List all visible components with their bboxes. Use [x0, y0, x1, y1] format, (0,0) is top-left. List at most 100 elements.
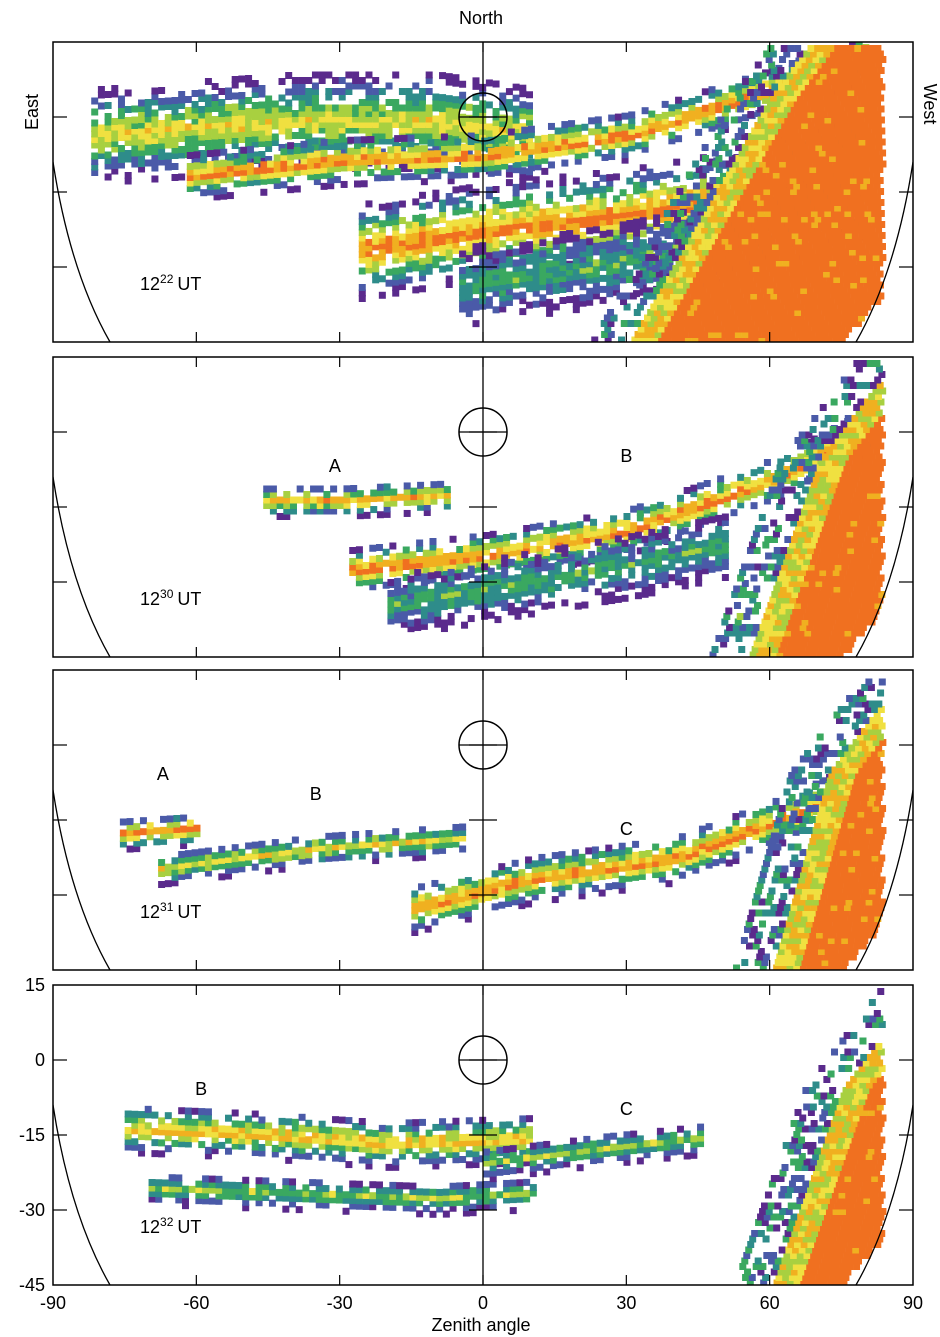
emission-cell: [606, 223, 614, 231]
emission-cell: [572, 240, 580, 248]
emission-cell: [285, 105, 293, 112]
emission-cell: [171, 97, 179, 104]
emission-cell: [750, 199, 758, 206]
emission-cell: [579, 220, 587, 228]
emission-cell: [601, 142, 609, 150]
emission-cell: [861, 133, 869, 140]
emission-cell: [676, 199, 684, 206]
emission-cell: [350, 490, 358, 498]
emission-cell: [432, 132, 440, 139]
emission-cell: [664, 336, 672, 342]
emission-cell: [405, 121, 413, 128]
emission-cell: [191, 128, 199, 136]
emission-cell: [804, 303, 812, 311]
emission-cell: [723, 292, 731, 300]
emission-cell: [827, 45, 835, 52]
emission-cell: [579, 182, 587, 190]
emission-cell: [810, 199, 818, 206]
emission-cell: [151, 87, 159, 95]
emission-cell: [751, 127, 759, 135]
emission-cell: [316, 485, 324, 493]
emission-cell: [877, 94, 885, 102]
emission-cell: [543, 527, 551, 534]
emission-cell: [674, 215, 682, 223]
emission-cell: [375, 560, 383, 568]
emission-cell: [91, 136, 99, 143]
emission-cell: [636, 508, 644, 516]
emission-cell: [858, 138, 866, 146]
emission-cell: [673, 309, 681, 316]
emission-cell: [238, 97, 246, 105]
emission-cell: [485, 128, 493, 136]
emission-cell: [206, 172, 214, 180]
emission-cell: [601, 126, 609, 134]
emission-cell: [138, 143, 146, 151]
emission-cell: [781, 122, 789, 129]
emission-cell: [747, 111, 755, 118]
emission-cell: [512, 248, 520, 256]
emission-cell: [398, 277, 406, 285]
emission-cell: [97, 130, 105, 137]
emission-cell: [724, 232, 732, 239]
emission-cell: [539, 250, 547, 258]
emission-cell: [837, 67, 845, 74]
emission-cell: [586, 187, 594, 195]
emission-cell: [566, 279, 574, 287]
emission-cell: [400, 615, 408, 623]
emission-cell: [338, 110, 346, 117]
emission-cell: [519, 308, 527, 316]
emission-cell: [669, 281, 677, 289]
emission-cell: [405, 237, 413, 245]
emission-cell: [646, 248, 654, 256]
emission-cell: [532, 251, 540, 259]
emission-cell: [459, 135, 467, 143]
emission-cell: [670, 508, 678, 516]
emission-cell: [653, 214, 661, 222]
emission-cell: [325, 126, 333, 134]
emission-cell: [552, 223, 560, 231]
emission-cell: [863, 270, 871, 278]
emission-cell: [418, 230, 426, 238]
emission-cell: [418, 121, 426, 128]
emission-cell: [639, 186, 647, 194]
emission-cell: [459, 267, 467, 274]
emission-cell: [394, 583, 402, 591]
emission-cell: [494, 168, 502, 176]
emission-cell: [821, 309, 829, 316]
emission-cell: [851, 83, 859, 91]
emission-cell: [619, 276, 627, 284]
emission-cell: [745, 149, 753, 157]
emission-cell: [708, 108, 716, 116]
emission-cell: [97, 135, 105, 143]
emission-cell: [810, 446, 818, 454]
emission-cell: [599, 230, 607, 238]
emission-cell: [425, 262, 433, 270]
emission-cell: [546, 213, 554, 221]
emission-cell: [481, 563, 489, 571]
emission-cell: [369, 577, 377, 585]
emission-cell: [358, 99, 366, 106]
emission-cell: [265, 134, 273, 141]
emission-cell: [742, 270, 750, 278]
emission-cell: [599, 285, 607, 293]
emission-cell: [859, 265, 867, 272]
emission-cell: [418, 274, 426, 282]
emission-cell: [492, 235, 500, 243]
emission-cell: [501, 156, 509, 164]
emission-cell: [767, 111, 775, 118]
emission-cell: [751, 314, 759, 322]
emission-cell: [720, 193, 728, 201]
emission-cell: [608, 147, 616, 155]
emission-cell: [91, 141, 99, 149]
emission-cell: [626, 216, 634, 223]
emission-cell: [358, 245, 366, 253]
emission-cell: [691, 336, 699, 342]
emission-cell: [634, 331, 642, 338]
emission-cell: [755, 342, 762, 349]
emission-cell: [519, 264, 527, 272]
emission-cell: [864, 116, 872, 124]
emission-cell: [300, 151, 308, 159]
emission-cell: [487, 589, 495, 597]
emission-cell: [809, 177, 817, 184]
emission-cell: [795, 78, 803, 85]
